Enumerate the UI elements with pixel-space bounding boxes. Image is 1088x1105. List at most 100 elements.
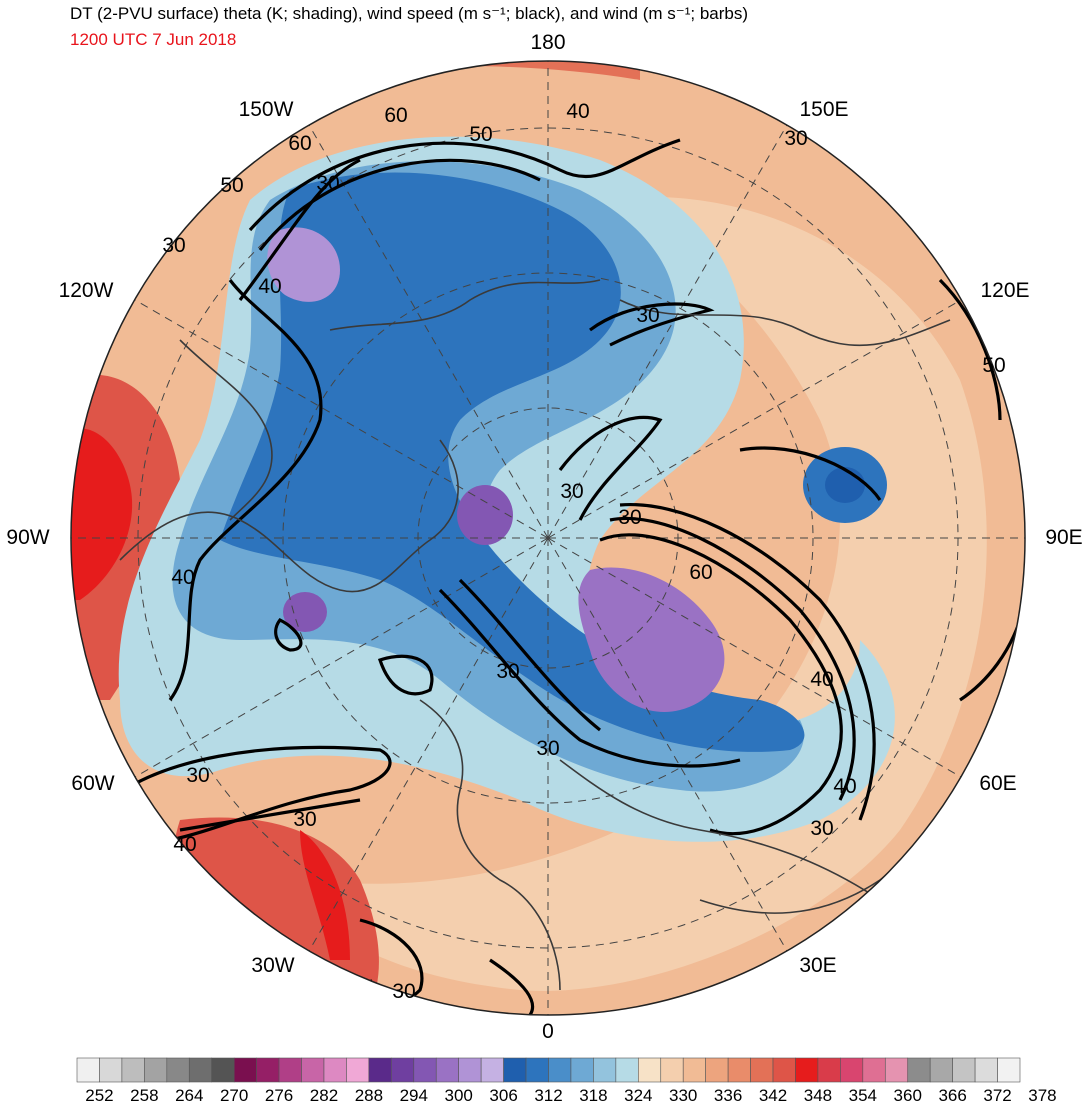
colorbar-label: 360 <box>894 1086 922 1105</box>
colorbar-swatch <box>278 1057 302 1083</box>
colorbar-swatch <box>525 1057 549 1083</box>
colorbar-label: 252 <box>85 1086 113 1105</box>
contour-label: 40 <box>171 566 194 589</box>
contour-label: 60 <box>689 561 712 584</box>
colorbar-label: 270 <box>220 1086 248 1105</box>
colorbar-label: 342 <box>759 1086 787 1105</box>
colorbar-label: 318 <box>579 1086 607 1105</box>
colorbar-swatch <box>256 1057 280 1083</box>
contour-label: 50 <box>982 354 1005 377</box>
colorbar-swatch <box>638 1057 662 1083</box>
contour-label: 30 <box>162 234 185 257</box>
colorbar-swatch <box>997 1057 1021 1083</box>
colorbar-label: 324 <box>624 1086 652 1105</box>
colorbar-labels: 252 258 264 270 276 282 288 294 300 306 312 318 324 3… <box>85 1086 1056 1105</box>
colorbar-swatch <box>974 1057 998 1083</box>
colorbar-label: 378 <box>1028 1086 1056 1105</box>
colorbar-swatch <box>211 1057 235 1083</box>
contour-label: 30 <box>186 764 209 787</box>
theta-shading-hot-southwest-core <box>300 830 350 960</box>
colorbar-label: 264 <box>175 1086 203 1105</box>
theta-shading-purple-west <box>267 227 340 302</box>
longitude-label-150e: 150E <box>799 98 849 121</box>
colorbar-swatch <box>301 1057 325 1083</box>
colorbar-swatch <box>862 1057 886 1083</box>
contour-label: 30 <box>636 304 659 327</box>
longitude-label-180: 180 <box>530 31 566 54</box>
longitude-label-30e: 30E <box>799 954 837 977</box>
longitude-label-150w: 150W <box>238 98 294 121</box>
colorbar-swatch <box>682 1057 706 1083</box>
contour-label: 30 <box>392 980 415 1003</box>
colorbar-swatch <box>503 1057 527 1083</box>
colorbar-swatch <box>884 1057 909 1083</box>
contour-label: 30 <box>536 737 559 760</box>
wind-speed-contours <box>109 138 1022 1015</box>
map-boundary <box>70 60 1026 1016</box>
colorbar-label: 282 <box>310 1086 338 1105</box>
contour-label: 60 <box>384 104 407 127</box>
contour-label: 50 <box>469 123 492 146</box>
colorbar-swatches <box>76 1057 1021 1083</box>
valid-time-label: 1200 UTC 7 Jun 2018 <box>70 30 237 49</box>
colorbar-swatch <box>772 1057 796 1083</box>
colorbar-swatch <box>660 1057 684 1083</box>
colorbar-swatch <box>166 1057 190 1083</box>
colorbar-swatch <box>952 1057 976 1083</box>
colorbar-label: 372 <box>983 1086 1011 1105</box>
contour-label: 40 <box>810 668 833 691</box>
colorbar-label: 348 <box>804 1086 832 1105</box>
colorbar-label: 306 <box>489 1086 517 1105</box>
colorbar-swatch <box>907 1057 931 1083</box>
theta-shading-purple-atlantic <box>283 592 327 632</box>
colorbar-swatch <box>323 1057 347 1083</box>
contour-label: 40 <box>173 833 196 856</box>
theta-colorbar: 252 258 264 270 276 282 288 294 300 306 312 318 324 3… <box>76 1057 1057 1105</box>
contour-label: 40 <box>833 775 856 798</box>
colorbar-swatch <box>548 1057 572 1083</box>
colorbar-label: 330 <box>669 1086 697 1105</box>
colorbar-swatch <box>413 1057 437 1083</box>
colorbar-swatch <box>458 1057 482 1083</box>
colorbar-swatch <box>840 1057 864 1083</box>
longitude-label-120e: 120E <box>980 279 1030 302</box>
contour-label: 30 <box>293 808 316 831</box>
contour-label: 40 <box>566 100 589 123</box>
colorbar-label: 366 <box>938 1086 966 1105</box>
colorbar-swatch <box>76 1057 100 1083</box>
theta-shading-purple-core <box>578 567 725 712</box>
longitude-label-120w: 120W <box>58 279 114 302</box>
theta-shading-purple-center <box>457 485 513 545</box>
longitude-label-90w: 90W <box>6 526 50 549</box>
contour-labels: 60 60 50 40 30 30 50 30 40 30 50 30 30 6… <box>162 100 1005 1003</box>
longitude-label-0: 0 <box>542 1020 554 1043</box>
contour-label: 30 <box>316 172 339 195</box>
colorbar-swatch <box>435 1057 459 1083</box>
contour-label: 40 <box>258 275 281 298</box>
colorbar-swatch <box>480 1057 504 1083</box>
theta-shading-blue-siberia-core <box>825 467 865 503</box>
colorbar-label: 336 <box>714 1086 742 1105</box>
colorbar-label: 276 <box>265 1086 293 1105</box>
colorbar-swatch <box>727 1057 751 1083</box>
colorbar-swatch <box>99 1057 123 1083</box>
colorbar-label: 288 <box>355 1086 383 1105</box>
colorbar-label: 258 <box>130 1086 158 1105</box>
colorbar-swatch <box>368 1057 392 1083</box>
colorbar-swatch <box>929 1057 953 1083</box>
theta-shading-cool-deep <box>220 172 805 752</box>
map-title: DT (2-PVU surface) theta (K; shading), w… <box>70 4 749 23</box>
colorbar-label: 354 <box>849 1086 877 1105</box>
colorbar-swatch <box>391 1057 415 1083</box>
longitude-label-60w: 60W <box>71 772 115 795</box>
longitude-label-90e: 90E <box>1045 526 1083 549</box>
colorbar-swatch <box>615 1057 639 1083</box>
colorbar-label: 312 <box>534 1086 562 1105</box>
colorbar-swatch <box>817 1057 841 1083</box>
colorbar-swatch <box>346 1057 370 1083</box>
colorbar-swatch <box>570 1057 594 1083</box>
colorbar-swatch <box>795 1057 819 1083</box>
contour-label: 30 <box>618 506 641 529</box>
colorbar-label: 294 <box>400 1086 428 1105</box>
contour-label: 30 <box>560 480 583 503</box>
